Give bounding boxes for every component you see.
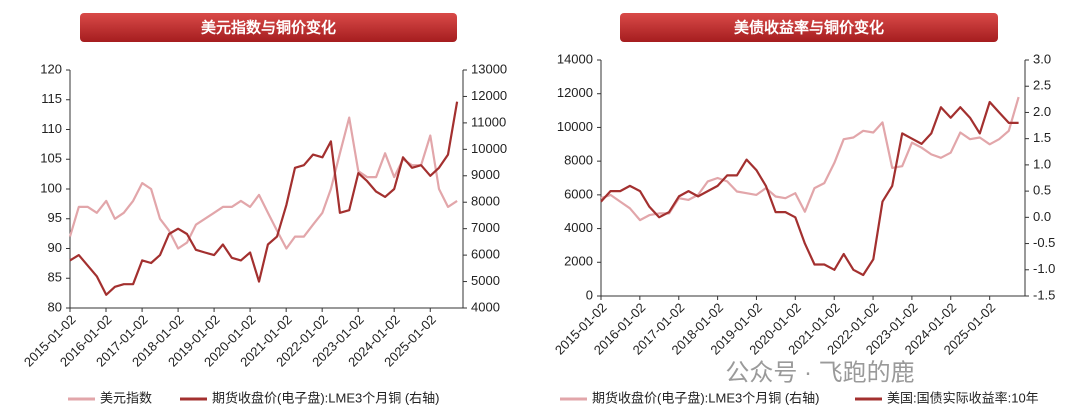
y-tick-label: 12000 — [557, 85, 593, 100]
legend-label: 期货收盘价(电子盘):LME3个月铜 (右轴) — [592, 390, 820, 405]
y-tick-label: 80 — [48, 299, 62, 314]
y2-tick-label: 0.0 — [1033, 209, 1051, 224]
series-line — [69, 101, 459, 296]
legend-label: 美元指数 — [100, 390, 152, 405]
y2-tick-label: 2.0 — [1033, 104, 1051, 119]
chart-title: 美债收益率与铜价变化 — [734, 18, 884, 36]
series-line — [68, 116, 458, 250]
y-tick-label: 0 — [586, 287, 593, 302]
y-tick-label: 10000 — [557, 119, 593, 134]
title-banner — [80, 13, 457, 42]
y2-tick-label: 9000 — [471, 167, 500, 182]
y2-tick-label: 1.5 — [1033, 130, 1051, 145]
legend-label: 期货收盘价(电子盘):LME3个月铜 (右轴) — [212, 390, 440, 405]
y2-tick-label: -0.5 — [1033, 235, 1055, 250]
y2-tick-label: 1.0 — [1033, 156, 1051, 171]
chart-title: 美元指数与铜价变化 — [201, 18, 336, 36]
y-tick-label: 2000 — [564, 254, 593, 269]
watermark: 公众号 · 飞跑的鹿 — [725, 359, 914, 386]
y2-tick-label: 10000 — [471, 141, 507, 156]
y2-tick-label: 2.5 — [1033, 78, 1051, 93]
y2-tick-label: -1.5 — [1033, 287, 1055, 302]
y-tick-label: 90 — [48, 240, 62, 255]
y-tick-label: 85 — [48, 270, 62, 285]
y2-tick-label: 5000 — [471, 273, 500, 288]
y2-tick-label: 8000 — [471, 194, 500, 209]
y2-tick-label: 13000 — [471, 61, 507, 76]
y-tick-label: 8000 — [564, 153, 593, 168]
y2-tick-label: 12000 — [471, 88, 507, 103]
y2-tick-label: 11000 — [471, 114, 506, 129]
series-line — [600, 100, 1019, 277]
y2-tick-label: 4000 — [471, 299, 500, 314]
y-tick-label: 95 — [48, 210, 62, 225]
y2-tick-label: 6000 — [471, 247, 500, 262]
y2-tick-label: 0.5 — [1033, 183, 1051, 198]
y-tick-label: 14000 — [557, 51, 593, 66]
y-tick-label: 105 — [40, 151, 62, 166]
y-tick-label: 120 — [40, 61, 62, 76]
y-tick-label: 4000 — [564, 220, 593, 235]
y-tick-label: 100 — [40, 180, 62, 195]
series-line — [600, 96, 1020, 222]
y-tick-label: 115 — [41, 91, 62, 106]
y2-tick-label: -1.0 — [1033, 261, 1055, 276]
y-tick-label: 110 — [41, 121, 62, 136]
y2-tick-label: 3.0 — [1033, 51, 1051, 66]
y2-tick-label: 7000 — [471, 220, 500, 235]
title-banner — [620, 13, 998, 42]
legend-label: 美国:国债实际收益率:10年 — [887, 390, 1039, 405]
y-tick-label: 6000 — [564, 186, 593, 201]
